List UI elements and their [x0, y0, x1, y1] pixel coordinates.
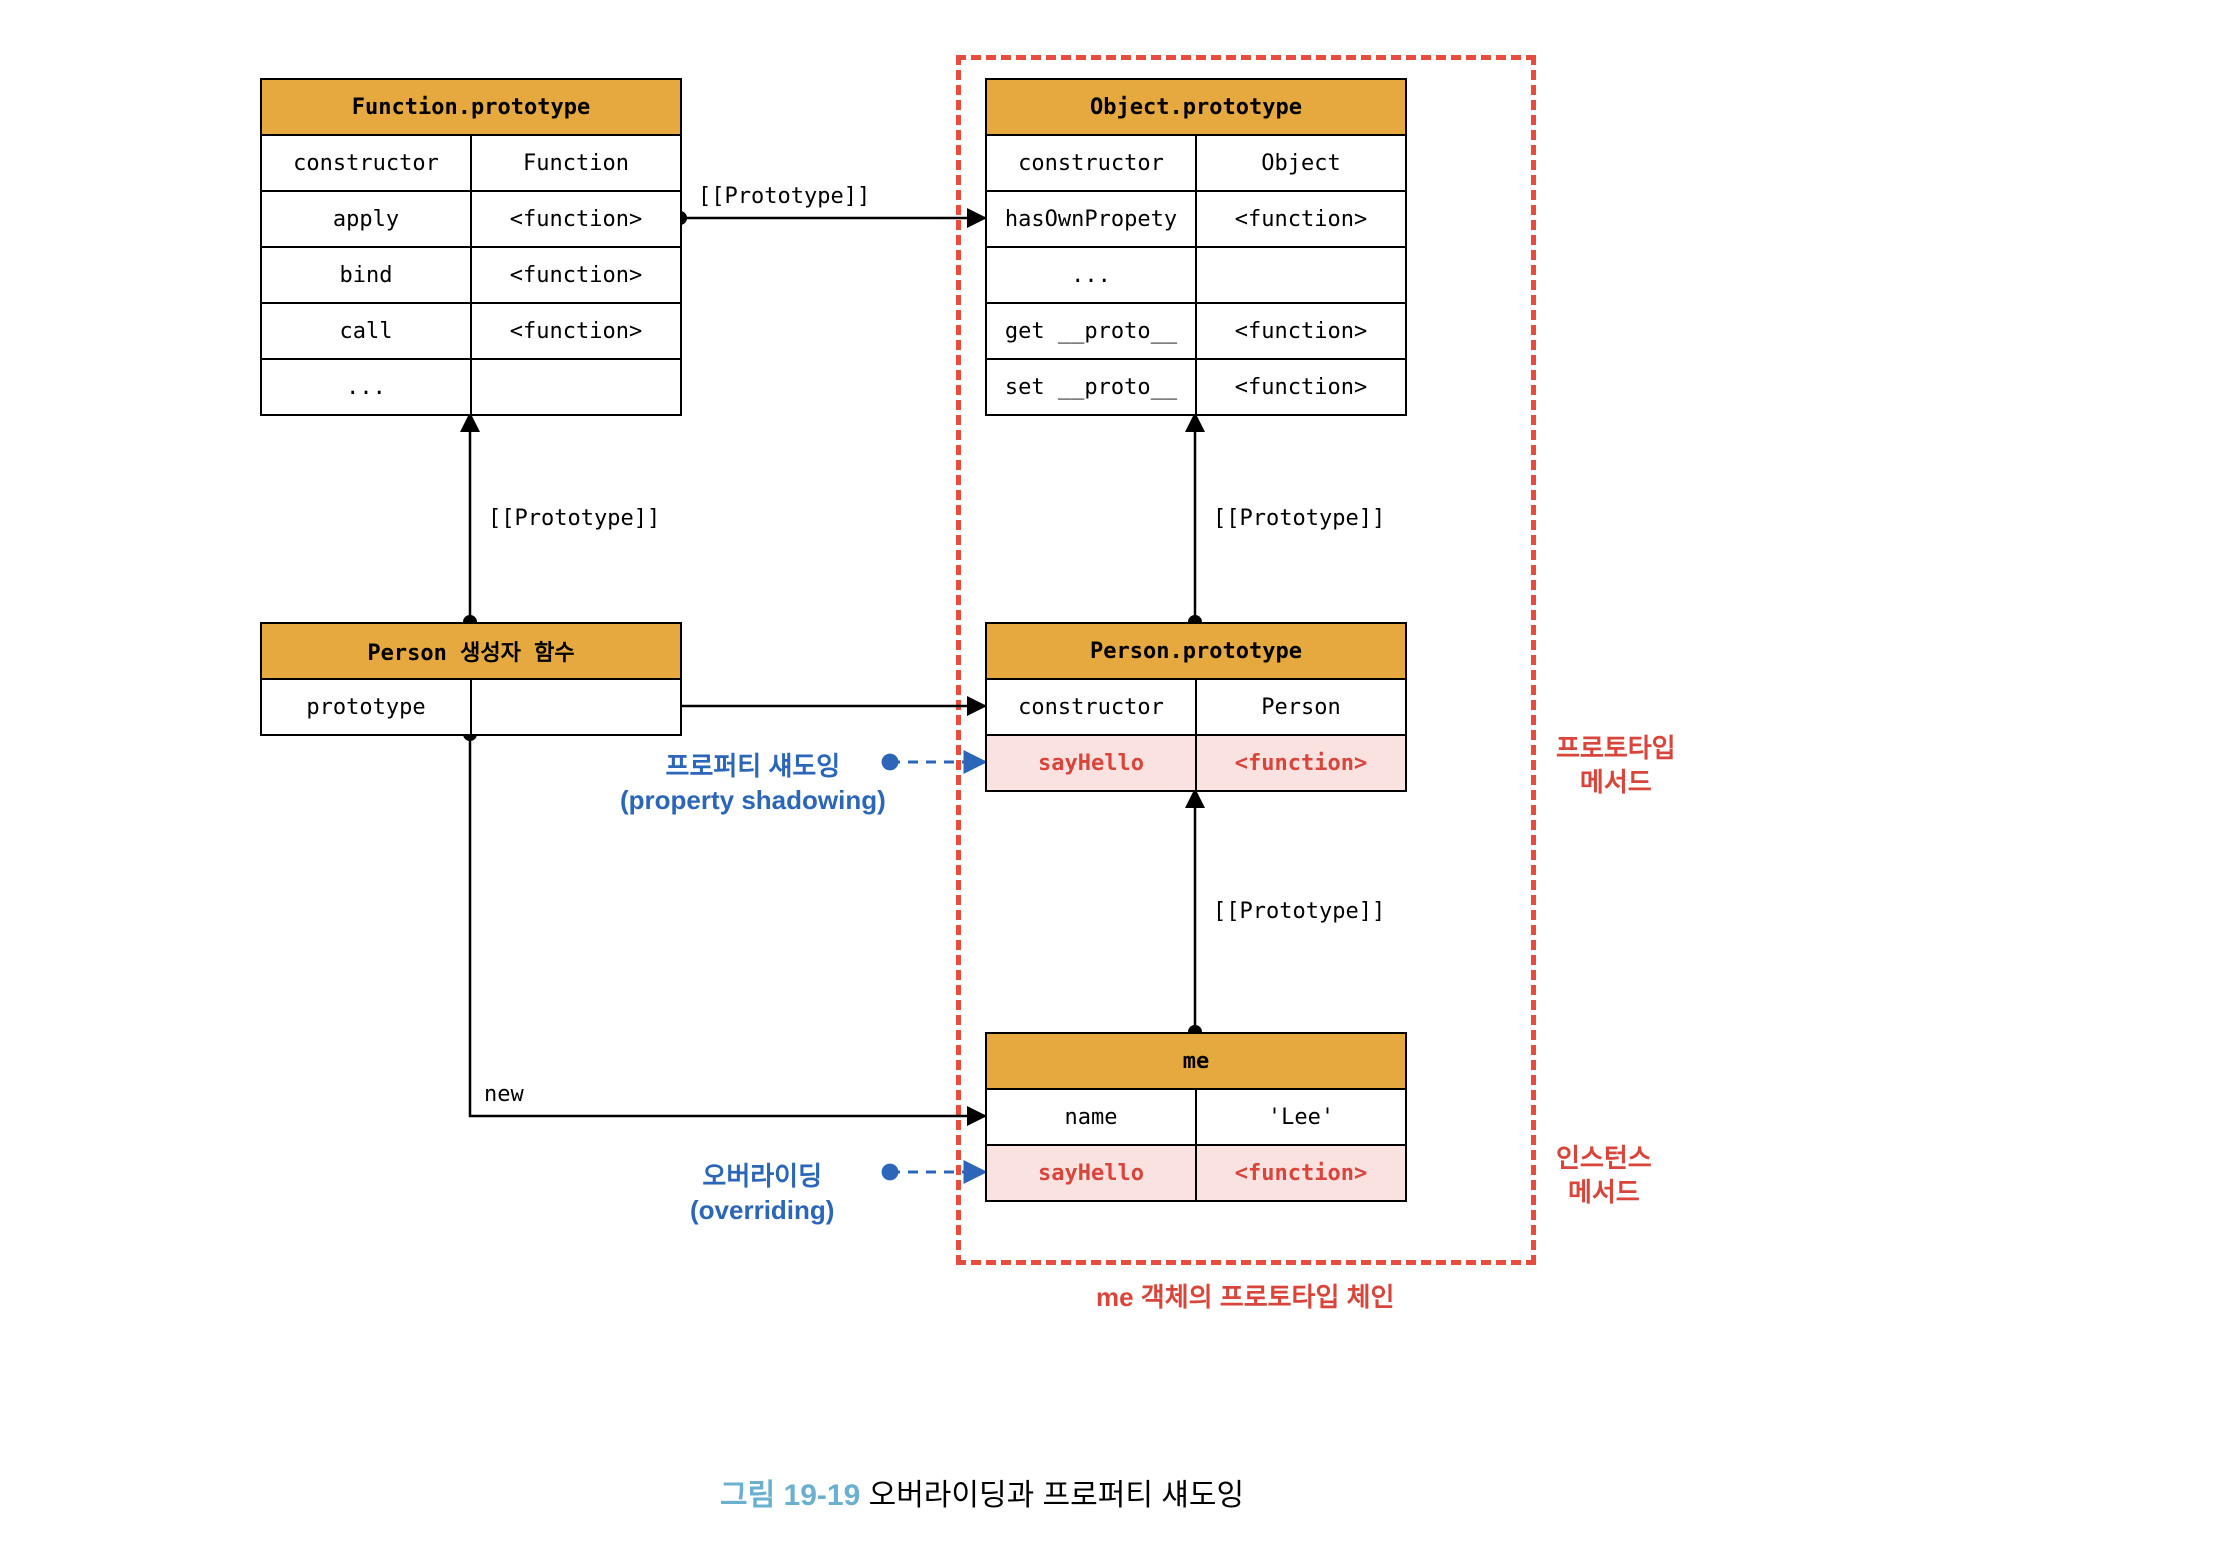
- property-shadowing-annotation: 프로퍼티 섀도잉 (property shadowing): [620, 750, 886, 818]
- instance-method-label: 인스턴스 메서드: [1556, 1142, 1652, 1210]
- box-title: Object.prototype: [986, 79, 1406, 135]
- cell-key: set __proto__: [986, 359, 1196, 415]
- box-title: Person 생성자 함수: [261, 623, 681, 679]
- cell-value: <function>: [1196, 1145, 1406, 1201]
- function-prototype-box: Function.prototypeconstructorFunctionapp…: [260, 78, 682, 416]
- person-prototype-box: Person.prototypeconstructorPersonsayHell…: [985, 622, 1407, 792]
- annotation-text: 오버라이딩: [702, 1161, 822, 1191]
- figure-title: 오버라이딩과 프로퍼티 섀도잉: [860, 1479, 1244, 1512]
- cell-value: Person: [1196, 679, 1406, 735]
- cell-value: <function>: [1196, 191, 1406, 247]
- overriding-annotation: 오버라이딩 (overriding): [690, 1160, 834, 1228]
- cell-key: sayHello: [986, 735, 1196, 791]
- cell-value: [471, 679, 681, 735]
- cell-key: constructor: [986, 679, 1196, 735]
- cell-key: bind: [261, 247, 471, 303]
- new-label: new: [484, 1082, 524, 1107]
- prototype-label: [[Prototype]]: [488, 506, 660, 531]
- figure-caption: 그림 19-19 오버라이딩과 프로퍼티 섀도잉: [720, 1470, 1244, 1514]
- annotation-text: (property shadowing): [620, 785, 886, 815]
- side-label-text: 인스턴스: [1556, 1143, 1652, 1173]
- figure-number: 그림 19-19: [720, 1479, 860, 1512]
- cell-key: sayHello: [986, 1145, 1196, 1201]
- cell-key: prototype: [261, 679, 471, 735]
- cell-value: <function>: [1196, 303, 1406, 359]
- cell-value: Function: [471, 135, 681, 191]
- side-label-text: 메서드: [1580, 767, 1652, 797]
- box-title: Function.prototype: [261, 79, 681, 135]
- box-title: me: [986, 1033, 1406, 1089]
- cell-value: Object: [1196, 135, 1406, 191]
- cell-value: <function>: [1196, 359, 1406, 415]
- prototype-label: [[Prototype]]: [698, 184, 870, 209]
- cell-value: <function>: [471, 191, 681, 247]
- annotation-text: (overriding): [690, 1195, 834, 1225]
- cell-key: ...: [986, 247, 1196, 303]
- cell-value: [1196, 247, 1406, 303]
- cell-value: <function>: [1196, 735, 1406, 791]
- object-prototype-box: Object.prototypeconstructorObjecthasOwnP…: [985, 78, 1407, 416]
- cell-key: constructor: [986, 135, 1196, 191]
- cell-value: 'Lee': [1196, 1089, 1406, 1145]
- cell-value: <function>: [471, 247, 681, 303]
- cell-value: [471, 359, 681, 415]
- person-constructor-box: Person 생성자 함수prototype: [260, 622, 682, 736]
- cell-key: hasOwnPropety: [986, 191, 1196, 247]
- prototype-label: [[Prototype]]: [1213, 506, 1385, 531]
- cell-key: name: [986, 1089, 1196, 1145]
- me-instance-box: mename'Lee'sayHello<function>: [985, 1032, 1407, 1202]
- cell-key: constructor: [261, 135, 471, 191]
- cell-value: <function>: [471, 303, 681, 359]
- prototype-label: [[Prototype]]: [1213, 899, 1385, 924]
- box-title: Person.prototype: [986, 623, 1406, 679]
- side-label-text: 프로토타입: [1556, 733, 1676, 763]
- cell-key: get __proto__: [986, 303, 1196, 359]
- cell-key: call: [261, 303, 471, 359]
- annotation-text: 프로퍼티 섀도잉: [666, 751, 841, 781]
- side-label-text: 메서드: [1568, 1177, 1640, 1207]
- prototype-chain-caption: me 객체의 프로토타입 체인: [1096, 1281, 1394, 1315]
- cell-key: apply: [261, 191, 471, 247]
- cell-key: ...: [261, 359, 471, 415]
- prototype-method-label: 프로토타입 메서드: [1556, 732, 1676, 800]
